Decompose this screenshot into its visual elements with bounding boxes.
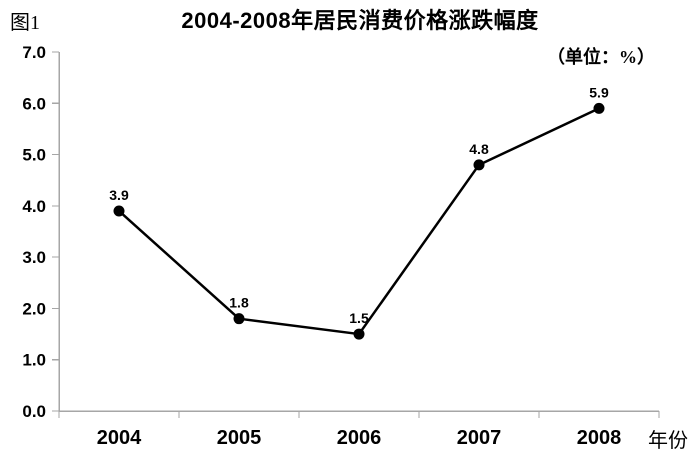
- x-tick-label: 2008: [577, 427, 622, 449]
- data-point-label: 3.9: [109, 187, 129, 203]
- y-tick-label: 6.0: [22, 94, 46, 113]
- data-point-label: 1.8: [229, 295, 249, 311]
- data-point: [473, 159, 485, 171]
- y-tick-label: 4.0: [22, 197, 46, 216]
- data-point: [353, 328, 365, 340]
- y-tick-label: 2.0: [22, 299, 46, 318]
- x-tick-label: 2007: [457, 427, 502, 449]
- data-point-label: 4.8: [469, 141, 489, 157]
- unit-label: （单位：%）: [547, 47, 655, 67]
- y-tick-label: 3.0: [22, 248, 46, 267]
- chart-title: 2004-2008年居民消费价格涨跌幅度: [181, 8, 539, 33]
- x-axis-title: 年份: [648, 430, 688, 452]
- data-point: [113, 205, 125, 217]
- figure-label: 图1: [10, 12, 40, 34]
- data-point: [593, 102, 605, 114]
- y-tick-label: 5.0: [22, 146, 46, 165]
- data-point: [233, 313, 245, 325]
- x-tick-label: 2004: [97, 427, 142, 449]
- x-tick-label: 2006: [337, 427, 382, 449]
- data-point-label: 1.5: [349, 310, 369, 326]
- data-point-label: 5.9: [589, 84, 609, 100]
- y-tick-label: 0.0: [22, 402, 46, 421]
- x-tick-label: 2005: [217, 427, 262, 449]
- y-tick-label: 7.0: [22, 43, 46, 62]
- y-tick-label: 1.0: [22, 351, 46, 370]
- data-line: [117, 107, 601, 336]
